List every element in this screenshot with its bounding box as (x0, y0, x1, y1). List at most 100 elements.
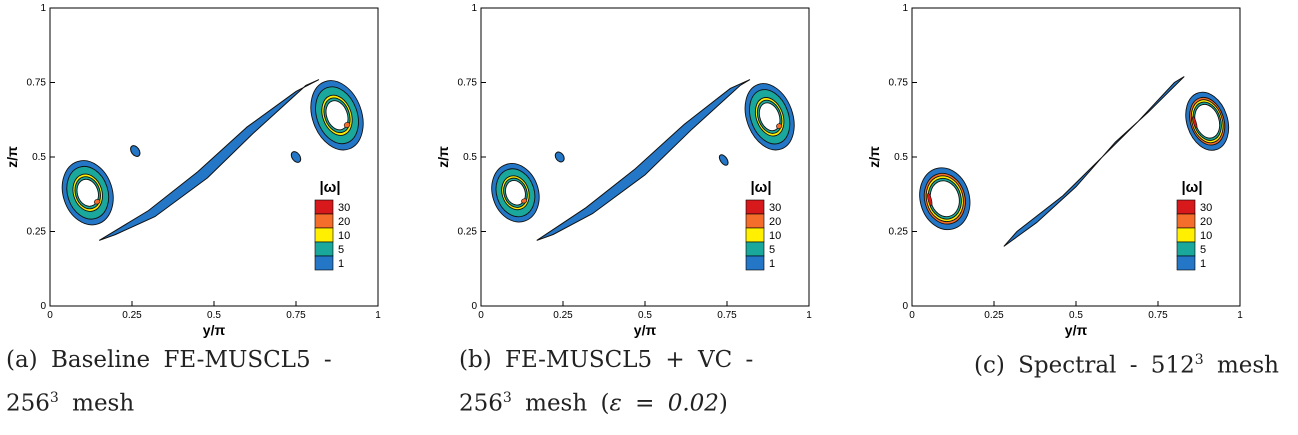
x-tick-label: 1 (806, 310, 812, 321)
x-tick-label: 0 (909, 310, 915, 321)
caption-b-mesh: 256 (459, 390, 503, 417)
vortex-core-left (919, 167, 971, 231)
y-tick-label: 0.25 (889, 227, 909, 238)
legend-swatch (314, 241, 334, 257)
x-axis-label: y/π (634, 322, 657, 338)
legend-label: 5 (769, 244, 775, 256)
panel-c: 0 0 0.25 0.25 0.5 0.5 0.75 0.75 1 1 y/π z/π |ω| 30 20 1… (862, 0, 1282, 435)
contour-peak (776, 123, 783, 129)
legend-swatch (745, 213, 765, 229)
caption-b-epsilon: ε = 0.02 (609, 390, 719, 417)
x-axis-label: y/π (1065, 322, 1088, 338)
legend-title: |ω| (1181, 179, 1202, 196)
vorticity-spot (130, 145, 141, 157)
caption-a-mesh: 256 (6, 390, 50, 417)
x-tick-label: 0.5 (638, 310, 652, 321)
contour-plot-a: 00 0.25 0.25 0.5 0.5 0.75 0.75 1 1 y/π z/π |ω| 30 20 1… (4, 3, 381, 338)
y-tick-label: 0.25 (458, 227, 478, 238)
contour-plot-b: 00 0.25 0.25 0.5 0.5 0.75 0.75 1 1 y/π z/π |ω| 30 20 1… (435, 3, 812, 338)
legend-label: 20 (1200, 216, 1212, 228)
caption-b-exp: 3 (502, 390, 512, 406)
y-tick-label: 1 (471, 3, 477, 14)
x-tick-label: 0.5 (207, 310, 221, 321)
legend-swatch (1176, 199, 1196, 215)
caption-a-mesh-word: mesh (58, 390, 135, 417)
vortex-filament (536, 79, 751, 241)
y-tick-label: 1 (902, 3, 908, 14)
y-axis-label: z/π (4, 146, 20, 168)
legend-swatch (314, 199, 334, 215)
y-tick-label: 1 (40, 3, 46, 14)
y-tick-label: 0.5 (894, 152, 908, 163)
caption-a-exp: 3 (49, 390, 59, 406)
y-tick-label: 0.25 (27, 227, 47, 238)
panel-b: 0 0 0.25 0.25 0.5 0.5 0.75 0.75 1 1 y/π z/π |ω| 30 20 1… (431, 0, 851, 435)
y-axis-label: z/π (435, 146, 451, 168)
legend-label: 30 (769, 202, 781, 214)
y-tick-label: 0.5 (463, 152, 477, 163)
vortex-core-left (491, 163, 540, 223)
contour-plot-c: 00 0.25 0.25 0.5 0.5 0.75 0.75 1 1 y/π z/π |ω| 30 20 1… (866, 3, 1243, 338)
caption-c-mesh-word: mesh (1203, 352, 1279, 379)
legend-label: 1 (1200, 258, 1206, 270)
x-tick-label: 0.75 (717, 310, 737, 321)
x-axis-label: y/π (203, 322, 226, 338)
vortex-core-right (1185, 91, 1230, 151)
y-tick-label: 0 (40, 301, 46, 312)
x-tick-label: 0.25 (553, 310, 573, 321)
caption-c-line1: (c) Spectral - 512 (974, 352, 1195, 379)
contour-peak (521, 198, 528, 204)
legend-swatch (745, 255, 765, 271)
legend-swatch (1176, 213, 1196, 229)
caption-a-line1: (a) Baseline FE-MUSCL5 - (6, 347, 332, 373)
legend-swatch (1176, 241, 1196, 257)
y-axis-label: z/π (866, 146, 882, 168)
legend-label: 20 (338, 216, 350, 228)
legend-label: 5 (1200, 244, 1206, 256)
x-tick-label: 0 (478, 310, 484, 321)
legend-swatch (314, 227, 334, 243)
panel-a: 0 0 0.25 0.25 0.5 0.5 0.75 0.75 1 1 y/π z/π |ω| 30 20 1… (0, 0, 420, 435)
legend-swatch (745, 199, 765, 215)
vortex-filament (98, 79, 320, 241)
y-tick-label: 0.75 (458, 78, 478, 89)
legend-title: |ω| (319, 179, 340, 196)
legend-label: 1 (769, 258, 775, 270)
caption-a: (a) Baseline FE-MUSCL5 - 2563 mesh (6, 341, 406, 423)
caption-b-line1: (b) FE-MUSCL5 + VC - (459, 347, 754, 373)
x-tick-label: 0.75 (1148, 310, 1168, 321)
x-tick-label: 0.75 (286, 310, 306, 321)
legend-label: 10 (338, 230, 350, 242)
vortex-filament (1003, 76, 1185, 247)
legend-swatch (745, 241, 765, 257)
legend-label: 5 (338, 244, 344, 256)
legend-swatch (314, 213, 334, 229)
x-tick-label: 0.25 (122, 310, 142, 321)
vortex-core-right (310, 80, 364, 151)
contour-peak (927, 193, 933, 206)
legend-label: 20 (769, 216, 781, 228)
x-tick-label: 0.5 (1069, 310, 1083, 321)
vorticity-spot (718, 154, 729, 166)
legend-label: 30 (1200, 202, 1212, 214)
y-tick-label: 0 (902, 301, 908, 312)
x-tick-label: 1 (375, 310, 381, 321)
legend-label: 1 (338, 258, 344, 270)
contour-level (76, 178, 99, 207)
legend-swatch (1176, 227, 1196, 243)
caption-c: (c) Spectral - 5123 mesh (974, 341, 1294, 385)
contour-peak (343, 122, 351, 128)
y-tick-label: 0.75 (27, 78, 47, 89)
contour-level (505, 180, 526, 206)
legend-swatch (745, 227, 765, 243)
caption-b-close: ) (718, 390, 728, 417)
x-tick-label: 0.25 (984, 310, 1004, 321)
legend-swatch (314, 255, 334, 271)
legend-title: |ω| (750, 179, 771, 196)
caption-b: (b) FE-MUSCL5 + VC - 2563 mesh (ε = 0.02… (459, 341, 859, 423)
legend-swatch (1176, 255, 1196, 271)
x-tick-label: 0 (47, 310, 53, 321)
vortex-core-right (744, 83, 795, 151)
caption-c-exp: 3 (1194, 352, 1204, 368)
vorticity-spot (554, 151, 565, 163)
